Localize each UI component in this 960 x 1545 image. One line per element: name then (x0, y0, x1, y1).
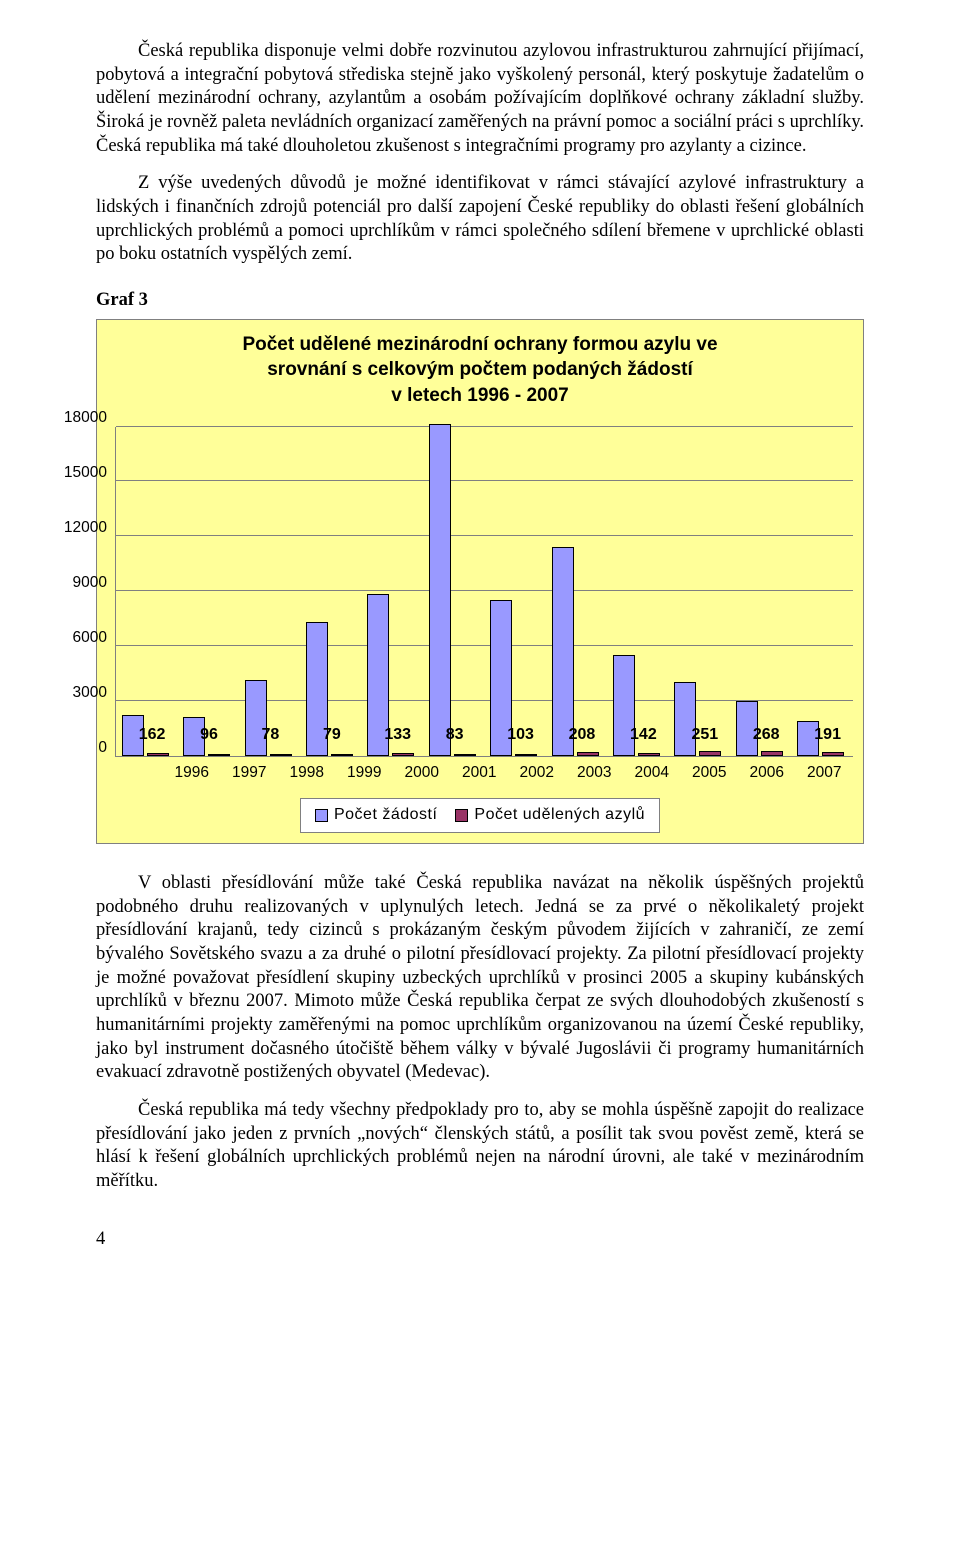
value-label: 268 (753, 725, 780, 745)
x-tick: 2005 (681, 763, 739, 783)
legend-label-applications: Počet žádostí (334, 805, 437, 825)
x-tick: 2003 (566, 763, 624, 783)
plot-area: 162 96 78 79 133 83 103 208 142 251 268 191 (115, 427, 853, 757)
value-label: 142 (630, 725, 657, 745)
chart-title: Počet udělené mezinárodní ochrany formou… (107, 332, 853, 409)
x-tick: 2002 (508, 763, 566, 783)
chart-caption: Graf 3 (96, 289, 864, 313)
bar-granted (577, 752, 599, 756)
legend-item-granted: Počet udělených azylů (455, 805, 645, 825)
value-label: 83 (446, 725, 464, 745)
plot-wrap: 18000 15000 12000 9000 6000 3000 0 162 96… (107, 427, 853, 757)
bar-granted (699, 751, 721, 756)
paragraph-1: Česká republika disponuje velmi dobře ro… (96, 40, 864, 158)
x-tick: 2006 (738, 763, 796, 783)
legend-swatch-granted (455, 809, 468, 822)
value-label: 208 (569, 725, 596, 745)
chart-title-line1: Počet udělené mezinárodní ochrany formou… (242, 334, 717, 355)
value-label: 79 (323, 725, 341, 745)
bar-granted (515, 754, 537, 756)
legend-item-applications: Počet žádostí (315, 805, 437, 825)
legend: Počet žádostí Počet udělených azylů (300, 798, 660, 832)
bars-layer: 162 96 78 79 133 83 103 208 142 251 268 191 (116, 427, 853, 756)
x-tick: 2004 (623, 763, 681, 783)
value-label: 103 (507, 725, 534, 745)
paragraph-3: V oblasti přesídlování může také Česká r… (96, 872, 864, 1085)
y-axis: 18000 15000 12000 9000 6000 3000 0 (107, 427, 115, 757)
chart-title-line2: srovnání s celkovým počtem podaných žádo… (267, 359, 693, 380)
bar-granted (454, 754, 476, 756)
page-container: Česká republika disponuje velmi dobře ro… (0, 0, 960, 1291)
value-label: 251 (691, 725, 718, 745)
bar-granted (331, 754, 353, 756)
x-tick: 1997 (221, 763, 279, 783)
chart-container: Počet udělené mezinárodní ochrany formou… (96, 319, 864, 844)
bar-granted (761, 751, 783, 756)
bar-granted (270, 754, 292, 756)
x-axis-spacer (107, 763, 163, 783)
x-axis: 1996199719981999200020012002200320042005… (107, 763, 853, 783)
value-label: 191 (814, 725, 841, 745)
x-tick: 2007 (796, 763, 854, 783)
legend-label-granted: Počet udělených azylů (474, 805, 645, 825)
x-tick: 1999 (336, 763, 394, 783)
x-tick: 2001 (451, 763, 509, 783)
x-tick: 2000 (393, 763, 451, 783)
value-label: 162 (139, 725, 166, 745)
legend-swatch-applications (315, 809, 328, 822)
bar-granted (208, 754, 230, 756)
bar-applications (429, 424, 451, 756)
x-tick: 1998 (278, 763, 336, 783)
value-label: 78 (262, 725, 280, 745)
bar-granted (392, 753, 414, 755)
bar-group (429, 424, 476, 756)
bar-granted (822, 752, 844, 756)
page-number: 4 (96, 1228, 864, 1252)
value-label: 96 (200, 725, 218, 745)
bar-granted (638, 753, 660, 756)
paragraph-2: Z výše uvedených důvodů je možné identif… (96, 172, 864, 267)
value-label: 133 (384, 725, 411, 745)
bar-granted (147, 753, 169, 756)
paragraph-4: Česká republika má tedy všechny předpokl… (96, 1099, 864, 1194)
x-ticks: 1996199719981999200020012002200320042005… (163, 763, 853, 783)
chart-title-line3: v letech 1996 - 2007 (391, 385, 568, 406)
x-tick: 1996 (163, 763, 221, 783)
